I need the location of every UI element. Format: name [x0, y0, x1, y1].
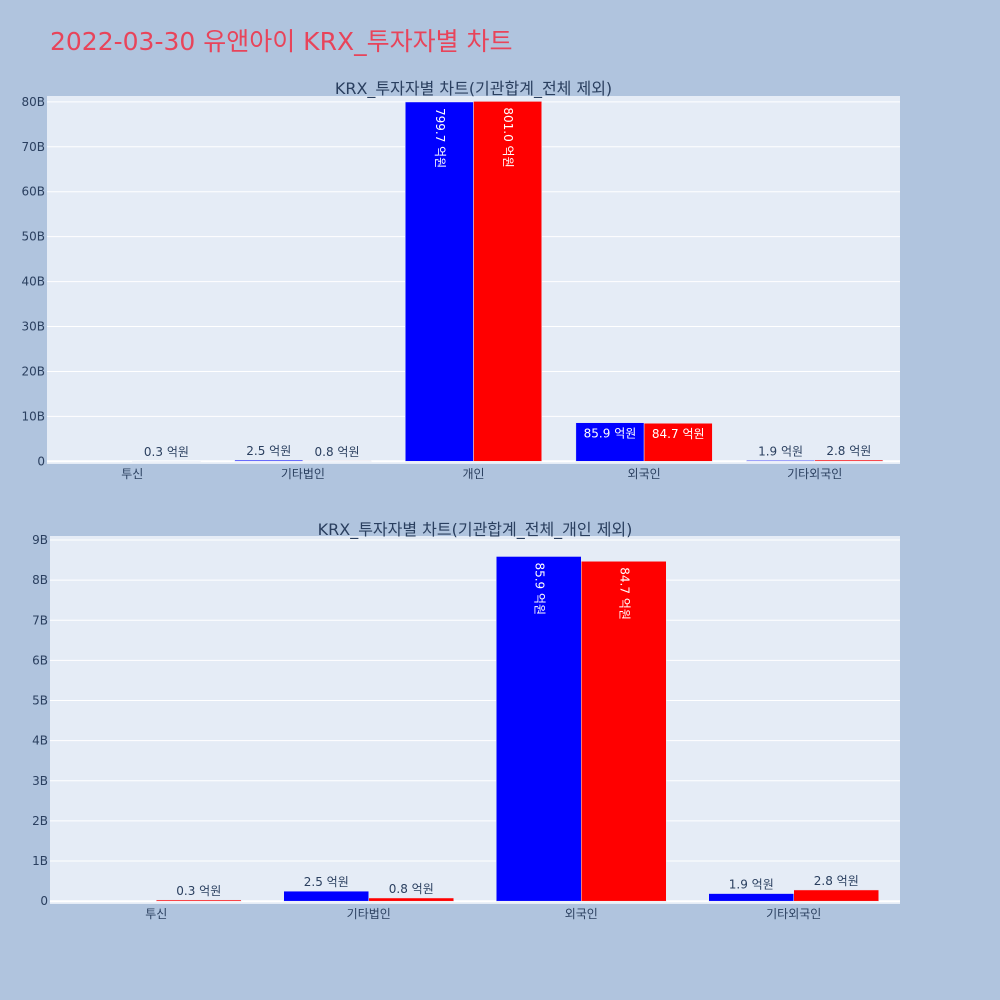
y-tick-label: 2B: [32, 814, 48, 828]
data-label: 85.9 억원: [584, 427, 637, 441]
y-tick-label: 10B: [21, 409, 45, 423]
y-tick-label: 0: [40, 894, 48, 908]
data-label: 2.5 억원: [304, 875, 349, 889]
data-label: 2.8 억원: [814, 874, 859, 888]
data-label: 2.8 억원: [826, 444, 871, 458]
data-label: 0.3 억원: [176, 884, 221, 898]
x-tick-label: 외국인: [565, 907, 598, 921]
x-tick-label: 투신: [145, 907, 167, 921]
bar: [283, 890, 369, 902]
x-tick-label: 기타법인: [347, 907, 391, 921]
y-tick-label: 50B: [21, 230, 45, 244]
x-tick-label: 기타외국인: [766, 907, 821, 921]
page-title: 2022-03-30 유앤아이 KRX_투자자별 차트: [50, 27, 513, 56]
data-label: 1.9 억원: [729, 878, 774, 892]
bar: [368, 897, 454, 902]
bar: [405, 101, 474, 462]
y-tick-label: 7B: [32, 613, 48, 627]
chart-2: 0 1B 2B 3B 4B 5B 6B 7B 8B 9B KRX_투자자별 차트(기관합계_전체_개…: [32, 520, 900, 921]
bar: [234, 459, 304, 462]
data-label: 0.3 억원: [144, 445, 189, 459]
bar: [156, 899, 242, 902]
y-tick-label: 9B: [32, 533, 48, 547]
x-tick-label: 기타외국인: [787, 467, 842, 481]
data-label: 1.9 억원: [758, 444, 803, 458]
y-tick-label: 8B: [32, 573, 48, 587]
data-label: 0.8 억원: [315, 445, 360, 459]
bar: [496, 556, 582, 902]
data-label: 84.7 억원: [617, 567, 631, 620]
y-tick-label: 80B: [21, 95, 45, 109]
bar: [473, 101, 542, 462]
bar: [814, 459, 884, 462]
y-tick-label: 70B: [21, 140, 45, 154]
data-label: 2.5 억원: [246, 444, 291, 458]
x-tick-label: 기타법인: [281, 467, 325, 481]
y-tick-label: 40B: [21, 275, 45, 289]
y-tick-label: 30B: [21, 320, 45, 334]
x-tick-label: 외국인: [628, 467, 661, 481]
chart-title: KRX_투자자별 차트(기관합계_전체 제외): [335, 79, 612, 99]
data-label: 799.7 억원: [433, 108, 447, 168]
bar: [575, 422, 645, 462]
data-label: 85.9 억원: [532, 562, 546, 615]
bar: [643, 422, 713, 462]
y-tick-label: 1B: [32, 854, 48, 868]
y-tick-label: 0: [37, 454, 45, 468]
data-label: 801.0 억원: [501, 107, 515, 167]
x-tick-label: 개인: [462, 467, 484, 481]
chart-1: 0 10B 20B 30B 40B 50B 60B 70B 80B KRX_투자자별 차트(기관합…: [21, 79, 900, 481]
y-tick-label: 6B: [32, 653, 48, 667]
chart-title: KRX_투자자별 차트(기관합계_전체_개인 제외): [318, 520, 633, 540]
bar: [746, 460, 815, 462]
y-tick-label: 20B: [21, 364, 45, 378]
y-tick-label: 3B: [32, 774, 48, 788]
y-tick-label: 60B: [21, 185, 45, 199]
y-tick-label: 5B: [32, 694, 48, 708]
plot-area: [50, 536, 900, 904]
bar: [793, 889, 879, 902]
y-tick-label: 4B: [32, 734, 48, 748]
data-label: 84.7 억원: [652, 427, 705, 441]
bar: [581, 561, 667, 902]
x-tick-label: 투신: [121, 467, 143, 481]
bar: [708, 893, 794, 902]
data-label: 0.8 억원: [389, 882, 434, 896]
